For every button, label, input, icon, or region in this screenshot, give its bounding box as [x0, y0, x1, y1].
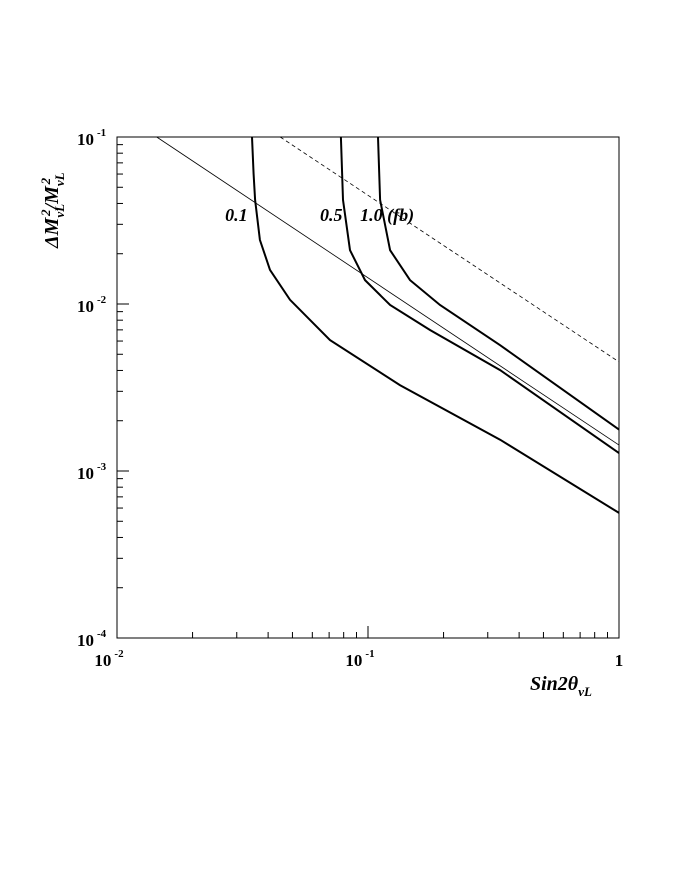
tick-label-base: 10	[77, 130, 94, 149]
curve-label: 0.5	[320, 205, 343, 225]
tick-label-exponent: -4	[97, 628, 107, 640]
tick-label: 10 -3	[77, 461, 107, 483]
curve-label: 1.0 (fb)	[360, 205, 414, 226]
tick-label-exponent: -2	[97, 294, 107, 306]
tick-label-base: 10	[345, 651, 362, 670]
tick-label-base: 10	[77, 297, 94, 316]
tick-label-exponent: -3	[97, 461, 107, 473]
curve	[156, 136, 620, 446]
curve-label: 0.1	[225, 205, 248, 225]
tick-label: 10 -1	[345, 648, 374, 670]
tick-label-exponent: -2	[114, 648, 124, 660]
tick-label-base: 10	[94, 651, 111, 670]
tick-label-exponent: -1	[97, 127, 106, 139]
tick-label: 10 -2	[94, 648, 124, 670]
y-axis-title: ΔMνL2/MνL2	[38, 172, 67, 249]
curve	[279, 136, 620, 363]
tick-label: 10 -4	[77, 628, 107, 650]
curve	[377, 136, 620, 431]
tick-label: 10 -2	[77, 294, 107, 316]
tick-label: 10 -1	[77, 127, 106, 149]
curve	[251, 136, 620, 514]
x-axis-title: Sin2θνL	[530, 673, 592, 699]
tick-label-exponent: -1	[365, 648, 374, 660]
tick-label-base: 10	[77, 631, 94, 650]
tick-label: 1	[615, 651, 624, 670]
tick-label-base: 10	[77, 464, 94, 483]
curve	[339, 136, 620, 454]
